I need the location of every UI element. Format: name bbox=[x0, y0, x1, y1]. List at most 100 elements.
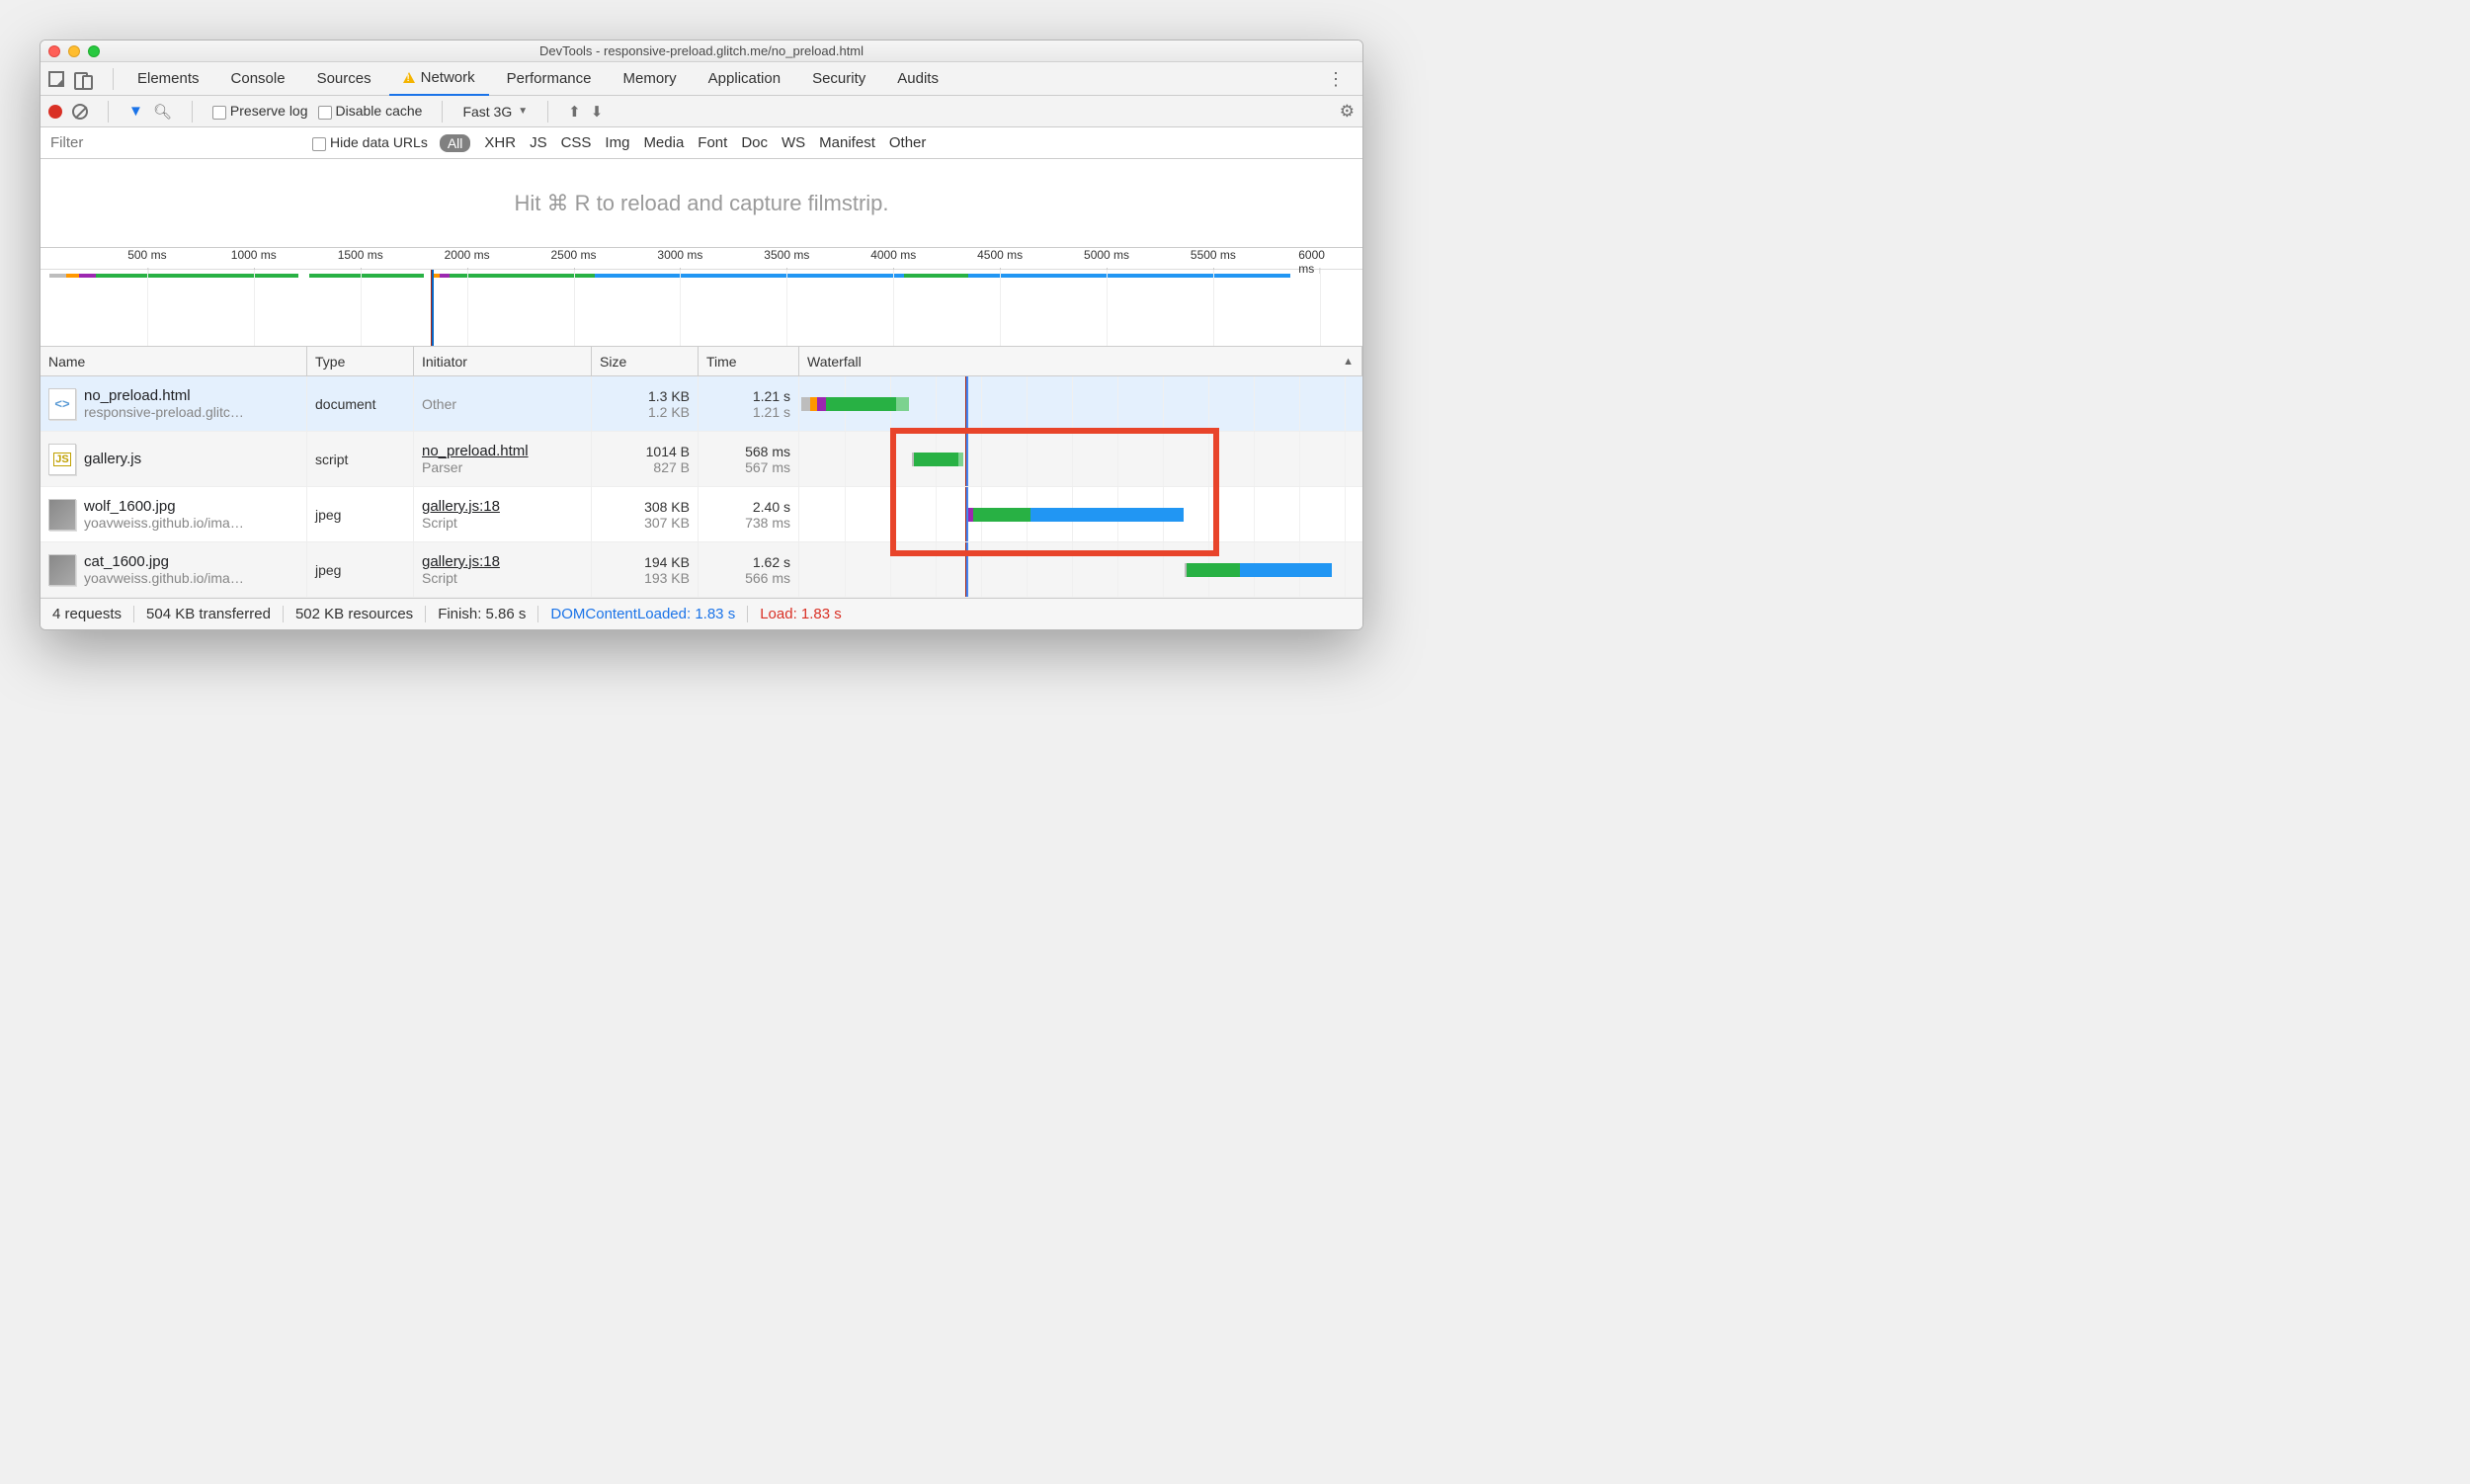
table-row[interactable]: cat_1600.jpgyoavweiss.github.io/ima…jpeg… bbox=[41, 542, 1362, 598]
initiator-link[interactable]: gallery.js:18 bbox=[422, 498, 583, 515]
clear-icon[interactable] bbox=[72, 104, 88, 120]
maximize-icon[interactable] bbox=[88, 45, 100, 57]
overview-tick: 1500 ms bbox=[338, 248, 383, 262]
divider bbox=[547, 101, 548, 123]
download-har-icon[interactable]: ⬇ bbox=[591, 103, 604, 121]
cell-size: 308 KB307 KB bbox=[592, 487, 699, 541]
col-waterfall[interactable]: Waterfall ▲ bbox=[799, 347, 1362, 375]
tab-label: Performance bbox=[507, 70, 592, 87]
inspect-element-icon[interactable] bbox=[48, 71, 64, 87]
waterfall-marker bbox=[966, 376, 968, 431]
waterfall-gridline bbox=[1117, 542, 1118, 597]
table-row[interactable]: JSgallery.jsscriptno_preload.htmlParser1… bbox=[41, 432, 1362, 487]
cell-size: 194 KB193 KB bbox=[592, 542, 699, 597]
col-type[interactable]: Type bbox=[307, 347, 414, 375]
overview-gridline bbox=[1107, 270, 1108, 346]
waterfall-segment bbox=[958, 453, 964, 466]
col-size[interactable]: Size bbox=[592, 347, 699, 375]
tab-application[interactable]: Application bbox=[695, 62, 794, 96]
waterfall-gridline bbox=[1072, 376, 1073, 431]
device-toolbar-icon[interactable] bbox=[74, 72, 91, 86]
initiator-type: Parser bbox=[422, 459, 583, 475]
waterfall-marker bbox=[966, 487, 968, 541]
tab-elements[interactable]: Elements bbox=[124, 62, 213, 96]
record-icon[interactable] bbox=[48, 105, 62, 119]
timeline-overview[interactable]: 500 ms1000 ms1500 ms2000 ms2500 ms3000 m… bbox=[41, 248, 1362, 347]
cell-time: 1.21 s1.21 s bbox=[699, 376, 799, 431]
warning-icon bbox=[403, 72, 415, 83]
sort-caret-icon: ▲ bbox=[1343, 356, 1354, 368]
network-toolbar: ▼ 🔍︎ Preserve log Disable cache Fast 3G … bbox=[41, 96, 1362, 127]
initiator-link[interactable]: no_preload.html bbox=[422, 443, 583, 459]
tab-network[interactable]: Network bbox=[389, 62, 489, 96]
col-time[interactable]: Time bbox=[699, 347, 799, 375]
search-icon[interactable]: 🔍︎ bbox=[153, 103, 172, 121]
cell-waterfall bbox=[799, 432, 1362, 486]
tab-console[interactable]: Console bbox=[217, 62, 299, 96]
waterfall-gridline bbox=[1163, 376, 1164, 431]
cell-type: jpeg bbox=[307, 487, 414, 541]
filter-type-xhr[interactable]: XHR bbox=[484, 134, 516, 151]
tab-label: Console bbox=[231, 70, 286, 87]
hide-data-urls-checkbox[interactable]: Hide data URLs bbox=[312, 134, 428, 150]
overview-gridline bbox=[680, 270, 681, 346]
status-finish: Finish: 5.86 s bbox=[426, 606, 538, 622]
tab-label: Audits bbox=[897, 70, 939, 87]
filter-type-ws[interactable]: WS bbox=[782, 134, 805, 151]
file-icon: <> bbox=[48, 388, 76, 420]
filter-type-manifest[interactable]: Manifest bbox=[819, 134, 875, 151]
upload-har-icon[interactable]: ⬆ bbox=[568, 103, 581, 121]
filter-type-font[interactable]: Font bbox=[698, 134, 727, 151]
request-rows: <>no_preload.htmlresponsive-preload.glit… bbox=[41, 376, 1362, 598]
divider bbox=[442, 101, 443, 123]
filter-type-img[interactable]: Img bbox=[605, 134, 629, 151]
filter-type-css[interactable]: CSS bbox=[561, 134, 592, 151]
waterfall-gridline bbox=[1208, 376, 1209, 431]
waterfall-gridline bbox=[981, 542, 982, 597]
tab-sources[interactable]: Sources bbox=[303, 62, 385, 96]
throttling-select[interactable]: Fast 3G ▼ bbox=[462, 104, 528, 120]
filter-input[interactable] bbox=[48, 132, 300, 154]
waterfall-gridline bbox=[890, 542, 891, 597]
waterfall-gridline bbox=[1027, 376, 1028, 431]
filter-type-other[interactable]: Other bbox=[889, 134, 927, 151]
filter-type-js[interactable]: JS bbox=[530, 134, 547, 151]
initiator-link[interactable]: gallery.js:18 bbox=[422, 553, 583, 570]
cell-name: cat_1600.jpgyoavweiss.github.io/ima… bbox=[41, 542, 307, 597]
cell-type: document bbox=[307, 376, 414, 431]
initiator-link: Other bbox=[422, 396, 583, 412]
table-row[interactable]: wolf_1600.jpgyoavweiss.github.io/ima…jpe… bbox=[41, 487, 1362, 542]
waterfall-gridline bbox=[1299, 487, 1300, 541]
filter-type-doc[interactable]: Doc bbox=[741, 134, 768, 151]
file-domain: yoavweiss.github.io/ima… bbox=[84, 515, 298, 531]
overview-gridline bbox=[147, 270, 148, 346]
close-icon[interactable] bbox=[48, 45, 60, 57]
overview-segment bbox=[968, 274, 1290, 278]
filter-type-all[interactable]: All bbox=[440, 134, 471, 152]
cell-type: jpeg bbox=[307, 542, 414, 597]
waterfall-marker bbox=[966, 432, 968, 486]
overview-segment bbox=[309, 274, 425, 278]
waterfall-segment bbox=[1240, 563, 1332, 577]
tab-security[interactable]: Security bbox=[798, 62, 879, 96]
filter-icon[interactable]: ▼ bbox=[128, 103, 143, 120]
waterfall-segment bbox=[973, 508, 1031, 522]
tab-performance[interactable]: Performance bbox=[493, 62, 606, 96]
preserve-log-checkbox[interactable]: Preserve log bbox=[212, 103, 308, 119]
table-row[interactable]: <>no_preload.htmlresponsive-preload.glit… bbox=[41, 376, 1362, 432]
waterfall-gridline bbox=[936, 542, 937, 597]
settings-icon[interactable]: ⚙ bbox=[1340, 102, 1355, 122]
panel-tabs: Elements Console SourcesNetwork Performance… bbox=[41, 62, 1362, 96]
tab-audits[interactable]: Audits bbox=[883, 62, 952, 96]
minimize-icon[interactable] bbox=[68, 45, 80, 57]
status-load: Load: 1.83 s bbox=[748, 606, 854, 622]
file-name: gallery.js bbox=[84, 451, 298, 467]
overview-gridline bbox=[893, 270, 894, 346]
disable-cache-checkbox[interactable]: Disable cache bbox=[318, 103, 423, 119]
col-name[interactable]: Name bbox=[41, 347, 307, 375]
col-initiator[interactable]: Initiator bbox=[414, 347, 592, 375]
tab-memory[interactable]: Memory bbox=[610, 62, 691, 96]
devtools-window: DevTools - responsive-preload.glitch.me/… bbox=[40, 40, 1363, 630]
waterfall-gridline bbox=[981, 376, 982, 431]
filter-type-media[interactable]: Media bbox=[643, 134, 684, 151]
